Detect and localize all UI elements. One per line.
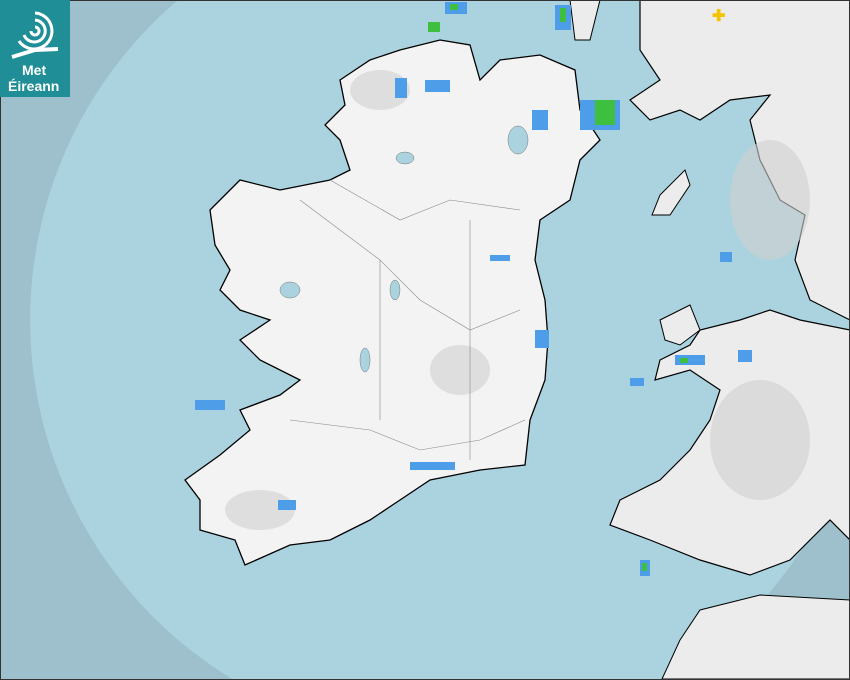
logo-text-met: Met <box>22 62 47 78</box>
land-anglesey <box>659 304 701 346</box>
county-borders <box>289 179 526 460</box>
logo-text-eireann: Éireann <box>8 78 60 94</box>
land-kintyre <box>569 0 601 41</box>
lakes <box>279 125 529 373</box>
met-eireann-logo: Met Éireann <box>0 0 70 97</box>
rain-echoes <box>195 2 752 576</box>
land-isle-of-man <box>651 169 691 216</box>
swirl-logo-icon <box>11 11 59 59</box>
relief-shading <box>225 70 810 530</box>
location-marker-icon: ✚ <box>712 8 725 25</box>
land-scotland <box>629 0 850 321</box>
land-ireland <box>184 39 601 566</box>
land-cornwall <box>661 594 850 680</box>
